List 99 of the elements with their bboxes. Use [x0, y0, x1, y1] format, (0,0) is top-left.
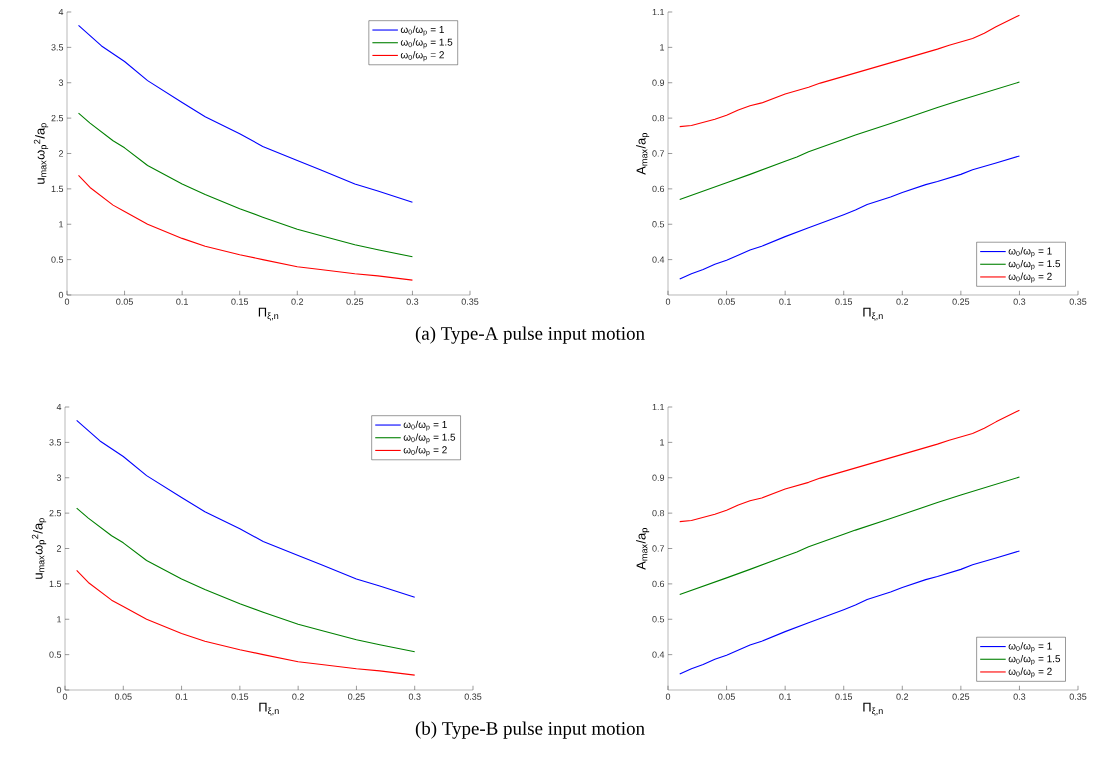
line-series [77, 112, 413, 258]
x-tick-label: 0.3 [406, 298, 419, 305]
x-tick-label: 0.25 [952, 693, 970, 700]
legend-label: ω$_{0}$/ω$_{p}$ = 1 [400, 25, 444, 36]
legend-label: ω$_{0}$/ω$_{p}$ = 1.5 [1008, 654, 1061, 666]
x-tick-label: 0.35 [1069, 298, 1087, 305]
y-tick-label: 4 [58, 8, 64, 16]
x-axis-title: Π$_{ξ,n}$ [259, 702, 279, 716]
line-series [77, 24, 413, 203]
y-tick-label: 0.6 [652, 185, 665, 193]
x-axis-title: Π$_{ξ,n}$ [863, 702, 883, 716]
y-tick-label: 1.5 [49, 580, 62, 588]
x-tick-label: 0.2 [896, 693, 909, 700]
y-tick-label: 0.4 [652, 651, 665, 658]
line-series [76, 419, 416, 598]
y-tick-label: 3.5 [49, 439, 62, 446]
x-tick-label: 0.2 [292, 693, 304, 700]
x-tick-label: 0.35 [1069, 693, 1087, 700]
x-tick-label: 0.35 [461, 298, 479, 305]
x-tick-label: 0.15 [231, 693, 249, 700]
y-tick-label: 0.5 [652, 616, 665, 623]
y-tick-label: 0.5 [51, 256, 64, 263]
x-tick-label: 0.05 [114, 693, 132, 700]
y-tick-label: 2.5 [49, 509, 62, 517]
x-tick-label: 0.2 [291, 298, 304, 305]
x-tick-label: 0 [665, 298, 671, 305]
x-tick-label: 0.15 [835, 298, 853, 305]
line-series [679, 409, 1020, 523]
y-tick-label: 3.5 [51, 44, 64, 51]
legend-label: ω$_{0}$/ω$_{p}$ = 2 [403, 446, 447, 457]
line-series [679, 14, 1020, 128]
x-tick-label: 0.05 [718, 298, 735, 305]
y-axis-title: u$_{max}$ω$_{p}$$^{2}$/a$_{p}$ [33, 123, 49, 184]
y-tick-label: 1 [660, 439, 665, 446]
y-tick-label: 0.4 [652, 256, 665, 263]
x-tick-label: 0.1 [779, 298, 791, 305]
x-tick-label: 0.05 [116, 298, 133, 305]
text: (a) Type-A pulse input motion [415, 326, 645, 344]
y-tick-label: 3 [58, 79, 64, 86]
y-tick-label: 4 [56, 403, 62, 411]
x-tick-label: 0.15 [835, 693, 853, 700]
x-tick-label: 0.25 [952, 298, 970, 305]
y-tick-label: 0 [56, 686, 62, 694]
y-axis-title: A$_{max}$/a$_{p}$ [636, 133, 650, 175]
legend-label: ω$_{0}$/ω$_{p}$ = 1.5 [400, 38, 453, 49]
line-series [679, 155, 1020, 280]
line-series [679, 476, 1020, 596]
y-tick-label: 2.5 [51, 114, 64, 122]
y-tick-label: 0.9 [652, 79, 665, 86]
y-tick-label: 1 [660, 44, 665, 51]
y-tick-label: 1.1 [652, 403, 665, 411]
y-axis-title: A$_{max}$/a$_{p}$ [636, 528, 650, 570]
y-tick-label: 0.8 [652, 114, 665, 122]
y-tick-label: 0.7 [652, 545, 665, 552]
y-tick-label: 0.5 [652, 221, 665, 228]
legend-label: ω$_{0}$/ω$_{p}$ = 1 [1008, 642, 1052, 653]
y-tick-label: 0.6 [652, 580, 665, 588]
legend-label: ω$_{0}$/ω$_{p}$ = 2 [400, 51, 444, 62]
legend-label: ω$_{0}$/ω$_{p}$ = 1 [1008, 247, 1052, 258]
x-tick-label: 0.25 [348, 693, 365, 700]
x-tick-label: 0.1 [175, 693, 188, 700]
x-tick-label: 0.3 [408, 693, 421, 700]
x-tick-label: 0 [64, 298, 70, 305]
y-tick-label: 1.1 [652, 8, 665, 16]
line-series [679, 81, 1020, 201]
x-axis-title: Π$_{ξ,n}$ [258, 307, 279, 321]
y-tick-label: 1 [57, 616, 62, 623]
x-tick-label: 0.3 [1013, 298, 1026, 305]
y-tick-label: 2 [56, 545, 62, 552]
legend-label: ω$_{0}$/ω$_{p}$ = 2 [1008, 667, 1052, 678]
x-tick-label: 0.05 [718, 693, 735, 700]
legend-label: ω$_{0}$/ω$_{p}$ = 1.5 [403, 433, 456, 444]
x-axis-title: Π$_{ξ,n}$ [863, 307, 883, 321]
y-axis-title: u$_{max}$ω$_{p}$$^{2}$/a$_{p}$ [31, 518, 47, 579]
legend-label: ω$_{0}$/ω$_{p}$ = 1.5 [1008, 259, 1061, 271]
x-tick-label: 0.25 [346, 298, 364, 305]
x-tick-label: 0.15 [231, 298, 249, 305]
x-tick-label: 0 [665, 693, 671, 700]
line-series [679, 550, 1020, 675]
x-tick-label: 0.3 [1013, 693, 1026, 700]
x-tick-label: 0.1 [176, 298, 188, 305]
y-tick-label: 0.7 [652, 150, 665, 157]
x-tick-label: 0.2 [896, 298, 909, 305]
legend-label: ω$_{0}$/ω$_{p}$ = 1 [403, 420, 447, 431]
legend-label: ω$_{0}$/ω$_{p}$ = 2 [1008, 272, 1052, 283]
line-series [77, 174, 413, 281]
y-tick-label: 3 [56, 474, 62, 481]
text: (b) Type-B pulse input motion [415, 721, 645, 739]
y-tick-label: 1.5 [51, 185, 64, 192]
line-series [76, 507, 416, 653]
y-tick-label: 0.9 [652, 474, 665, 481]
line-series [76, 569, 416, 676]
y-tick-label: 0.8 [652, 509, 665, 517]
y-tick-label: 1 [59, 221, 64, 228]
y-tick-label: 0 [58, 291, 64, 299]
x-tick-label: 0.35 [464, 693, 482, 700]
y-tick-label: 0.5 [49, 651, 62, 658]
y-tick-label: 2 [58, 150, 64, 157]
x-tick-label: 0.1 [779, 693, 791, 700]
